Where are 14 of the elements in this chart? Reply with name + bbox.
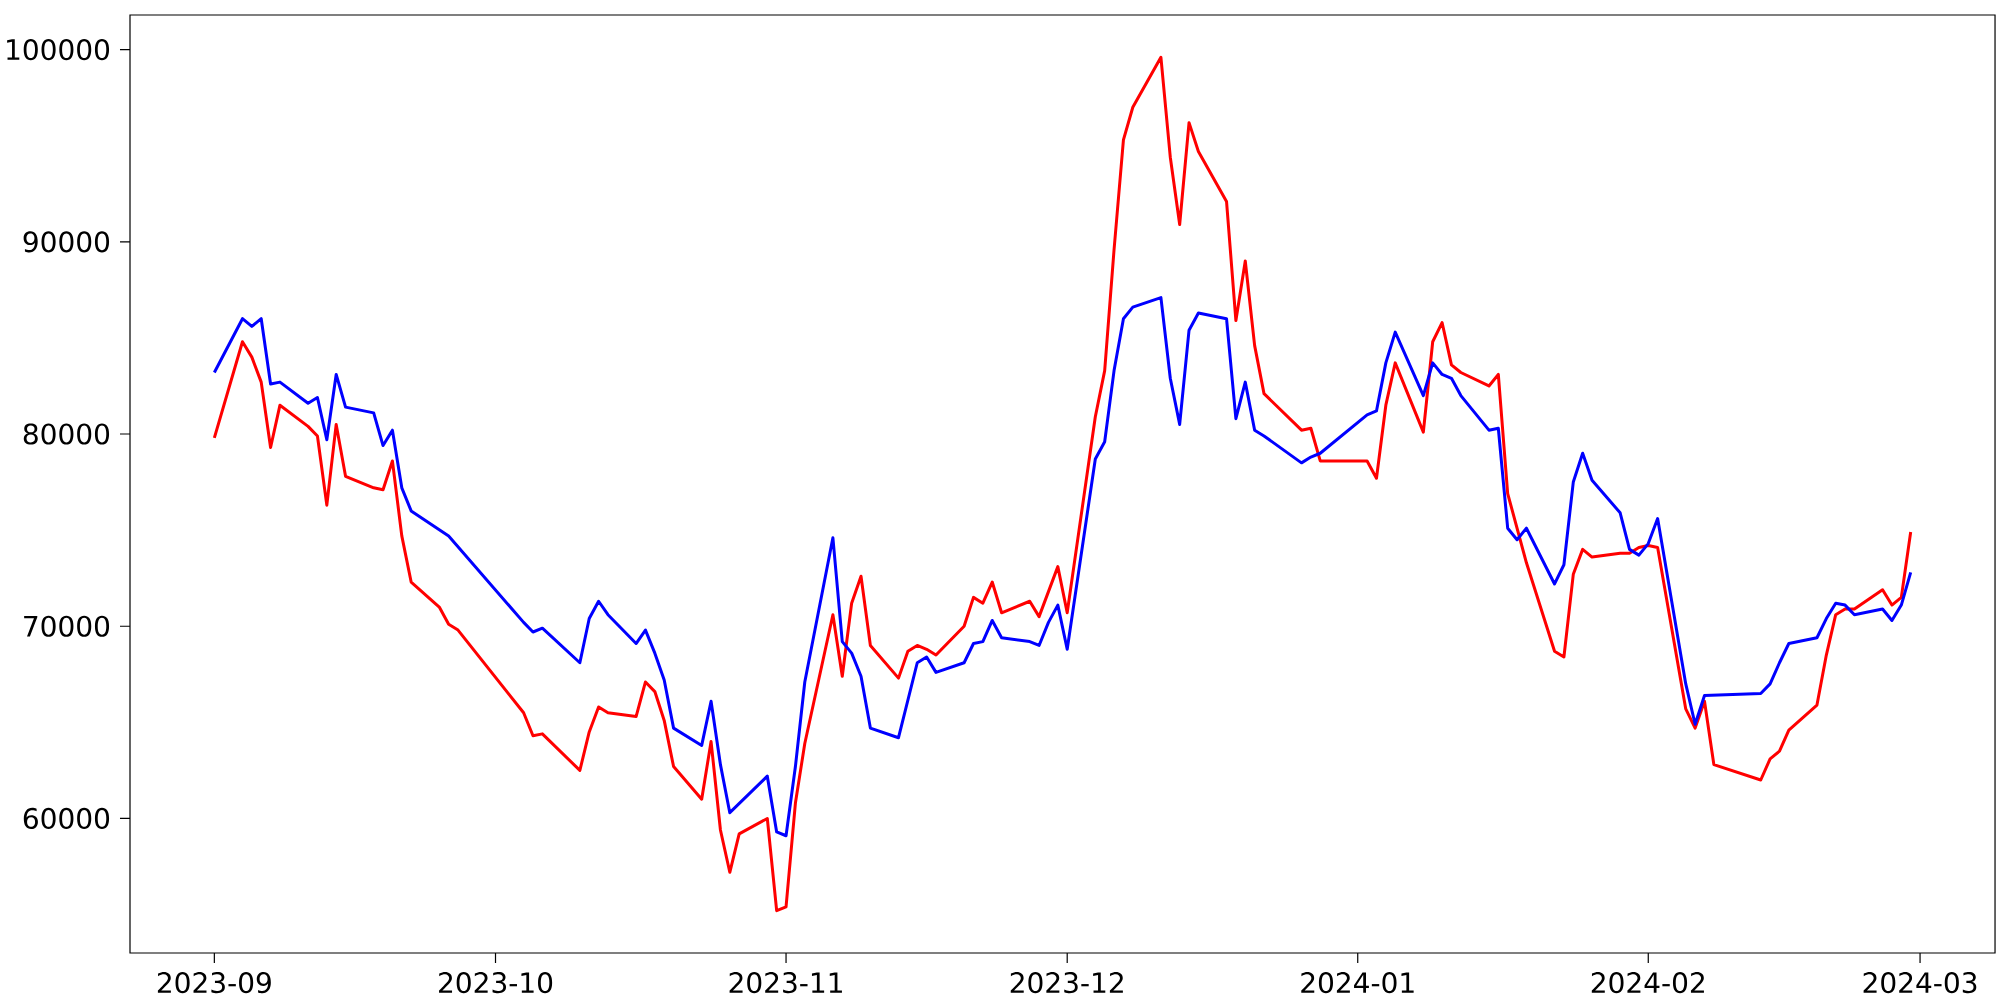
y-tick-label: 60000 [23,807,110,830]
line-series [212,55,1913,913]
x-tick-label: 2024-01 [1301,972,1414,994]
x-tick-label: 2023-11 [729,972,842,994]
x-tick-label: 2024-03 [1863,972,1977,994]
y-tick-label: 70000 [24,615,110,637]
x-tick-label: 2023-10 [439,972,553,994]
y-tick-label: 80000 [23,423,110,445]
line-series [212,296,1913,838]
x-tick-label: 2024-02 [1591,972,1704,994]
x-tick-label: 2023-12 [1010,972,1123,994]
y-tick-label: 100000 [7,38,110,61]
x-tick-label: 2023-09 [157,972,271,994]
y-tick-label: 90000 [23,231,110,253]
